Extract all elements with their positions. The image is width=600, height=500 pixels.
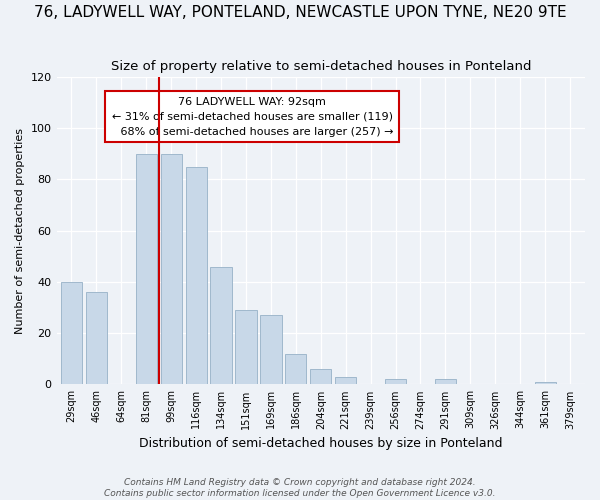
Bar <box>335 376 356 384</box>
Bar <box>185 166 207 384</box>
Text: 76 LADYWELL WAY: 92sqm
← 31% of semi-detached houses are smaller (119)
   68% of: 76 LADYWELL WAY: 92sqm ← 31% of semi-det… <box>110 97 394 136</box>
Bar <box>61 282 82 384</box>
Bar <box>86 292 107 384</box>
Bar <box>136 154 157 384</box>
Bar <box>161 154 182 384</box>
Text: 76, LADYWELL WAY, PONTELAND, NEWCASTLE UPON TYNE, NE20 9TE: 76, LADYWELL WAY, PONTELAND, NEWCASTLE U… <box>34 5 566 20</box>
Bar <box>285 354 307 384</box>
Bar <box>211 266 232 384</box>
Y-axis label: Number of semi-detached properties: Number of semi-detached properties <box>15 128 25 334</box>
Bar <box>535 382 556 384</box>
Bar <box>235 310 257 384</box>
Text: Contains HM Land Registry data © Crown copyright and database right 2024.
Contai: Contains HM Land Registry data © Crown c… <box>104 478 496 498</box>
Bar <box>435 380 456 384</box>
Title: Size of property relative to semi-detached houses in Ponteland: Size of property relative to semi-detach… <box>110 60 531 73</box>
Bar <box>385 380 406 384</box>
Bar <box>260 315 281 384</box>
X-axis label: Distribution of semi-detached houses by size in Ponteland: Distribution of semi-detached houses by … <box>139 437 503 450</box>
Bar <box>310 369 331 384</box>
